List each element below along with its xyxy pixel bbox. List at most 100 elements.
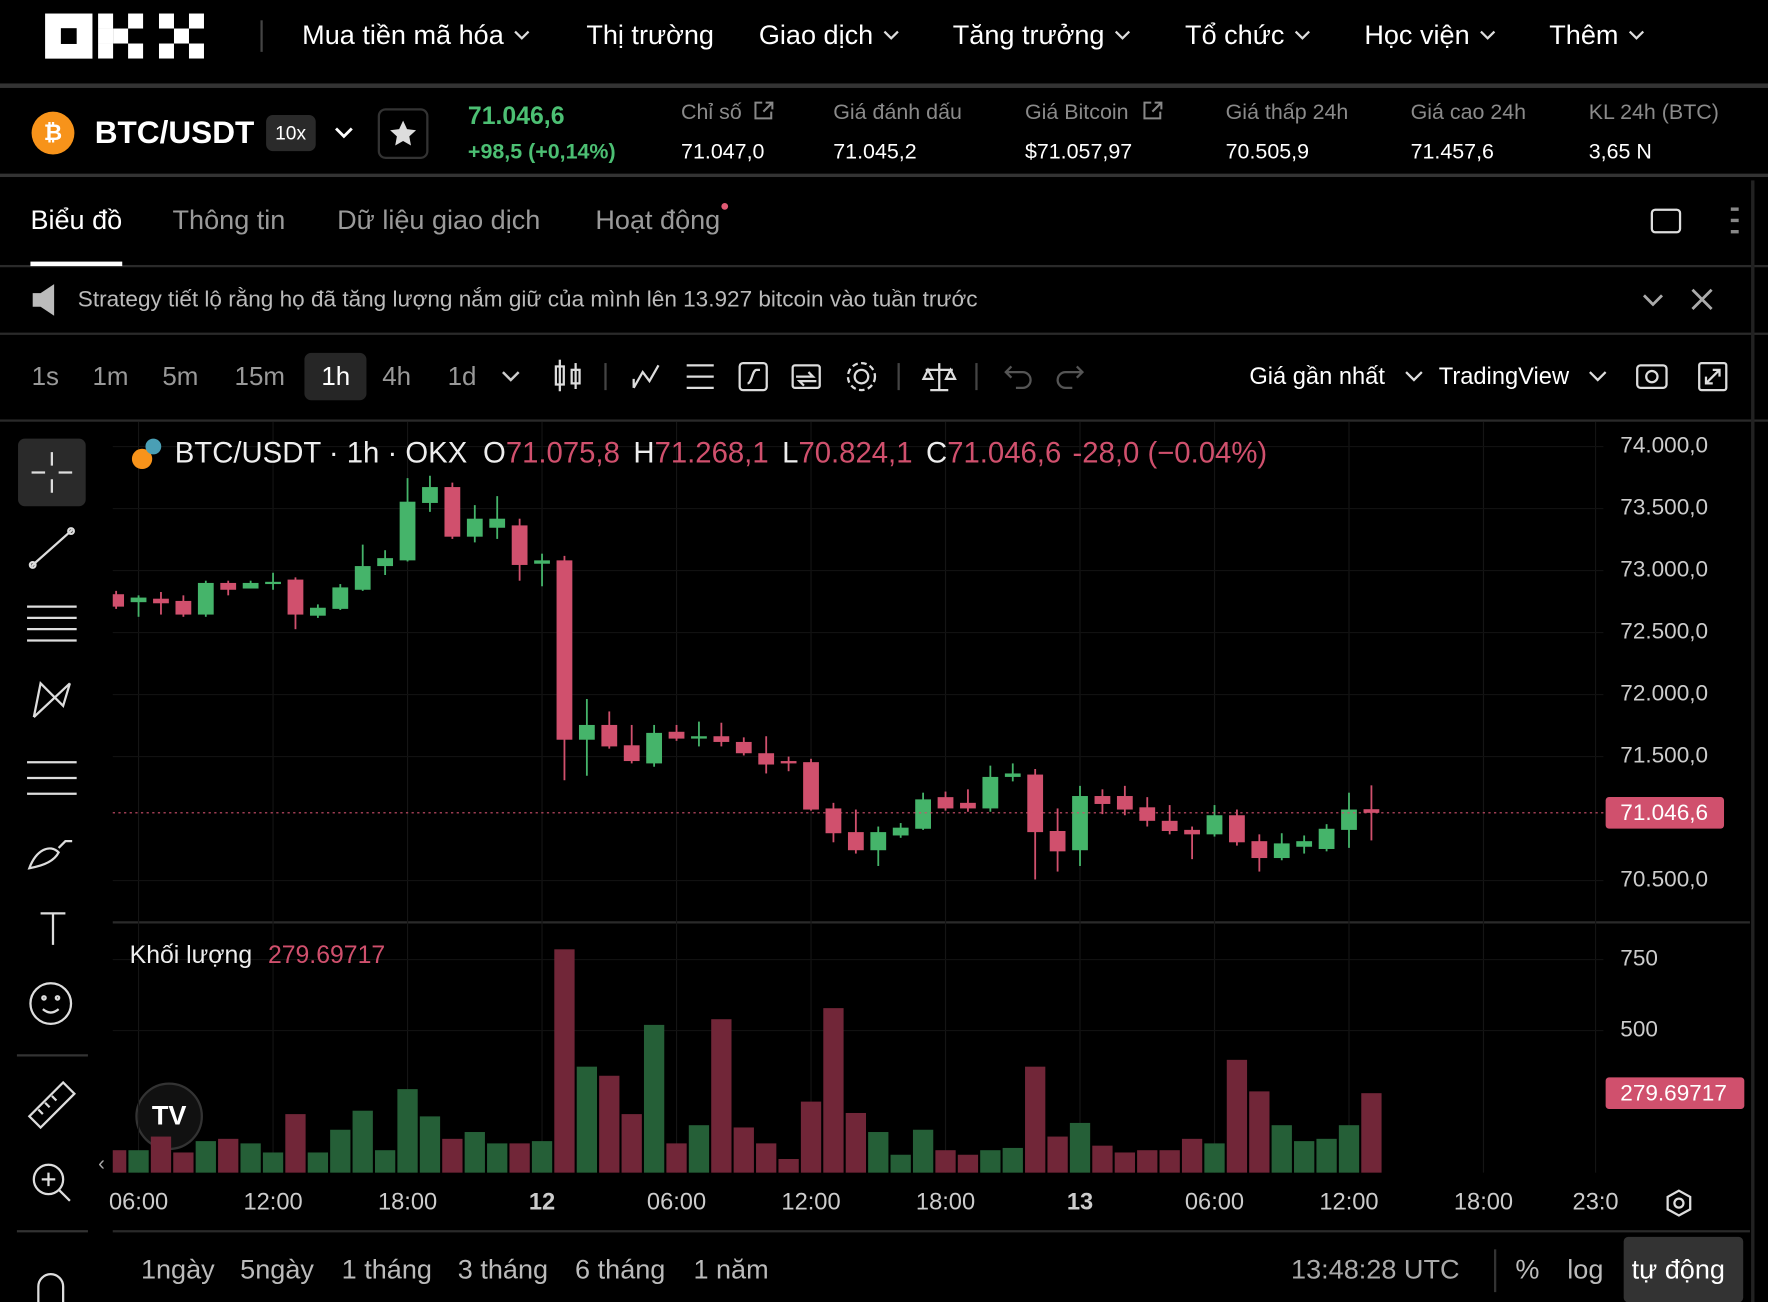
interval[interactable]: 1s [31,361,59,391]
candle-body [466,518,483,537]
volume-bar [666,1143,687,1173]
volume-bar [621,1114,642,1173]
tab[interactable]: Hoạt động [595,205,721,236]
price-source[interactable]: Giá gần nhất [1249,363,1385,390]
nav-item[interactable]: Mua tiền mã hóa [302,20,504,51]
volume-bar [576,1066,598,1173]
range-button[interactable]: 5ngày [240,1254,314,1286]
interval[interactable]: 1d [447,361,477,391]
volume-bar [1204,1143,1225,1173]
leverage-badge[interactable] [266,115,316,152]
layout-button[interactable] [1650,208,1682,234]
volume-bar [330,1129,351,1173]
volume-bar [868,1132,889,1173]
volume-last-box [1605,1077,1745,1109]
drawing-tools-part [29,982,73,1025]
range-button[interactable]: 1 năm [693,1254,769,1286]
chart-tools-part [853,368,870,385]
volume-bar [778,1159,799,1173]
y-tick-label: 72.000,0 [1620,681,1708,706]
chart-engine[interactable]: TradingView [1438,363,1570,390]
volume-bar [599,1075,620,1173]
legend-text: C [926,436,947,469]
range-button[interactable]: 1 tháng [341,1254,432,1286]
divider [0,83,1768,88]
stat-label: Giá thấp 24h [1225,100,1349,125]
candle-body [1273,843,1290,859]
close-button[interactable] [1691,288,1713,310]
volume-bar [240,1143,261,1173]
decoration [18,438,86,507]
nav-item[interactable]: Tăng trưởng [952,20,1105,51]
settings-button[interactable] [1666,1189,1692,1217]
divider [0,419,1768,422]
decoration [1751,180,1755,1302]
range-button[interactable]: 3 tháng [457,1254,549,1286]
tab[interactable]: Biểu đồ [30,205,123,236]
volume-bar [1226,1059,1248,1173]
nav-item[interactable]: Giao dịch [758,20,874,51]
decoration [1673,1197,1685,1209]
announcement[interactable]: Strategy tiết lộ rằng họ đã tăng lượng n… [77,287,978,313]
candle-body [1004,773,1021,777]
leverage[interactable]: 10x [275,122,307,144]
nav-item[interactable]: Thêm [1549,20,1619,51]
nav-item[interactable]: Thị trường [586,20,714,51]
chart-tools-part [1056,365,1085,390]
candle-body [1027,774,1044,833]
range-button[interactable]: 6 tháng [575,1254,666,1286]
volume-bar [756,1143,777,1173]
chart-title: BTC/USDT · 1h · OKX O71.075,8 H71.268,1 L70… [175,436,1267,469]
stat-label: Chỉ số [681,100,742,125]
interval[interactable]: 1m [92,361,129,391]
legend-text: 71.046,6 [947,436,1061,469]
interval[interactable]: 1h [321,361,351,391]
logo-part [188,43,204,59]
x-tick-label: 12 [529,1189,555,1215]
volume-bar [800,1101,822,1173]
drawing-tools[interactable] [27,452,77,1302]
tradingview-logo[interactable]: TV [135,1082,203,1151]
expand-button[interactable] [1642,294,1664,307]
legend-text: BTC/USDT · 1h · OKX [175,436,467,469]
chart-tools[interactable] [554,359,1728,392]
drawing-tools-part [37,1273,65,1302]
auto-toggle[interactable]: tự động [1631,1254,1725,1286]
interval[interactable]: 4h [382,361,412,391]
drawing-tools-part [54,995,61,1001]
tab[interactable]: Dữ liệu giao dịch [337,205,541,236]
pair[interactable]: BTC/USDT [94,115,255,150]
nav-item[interactable]: Tổ chức [1185,20,1285,51]
logo-part [128,43,144,59]
candle-body [242,582,259,589]
logo-part [188,13,204,29]
favorite-button[interactable] [377,108,429,159]
candle-body [556,560,573,740]
interval[interactable]: 5m [162,361,199,391]
nav-item[interactable]: Học viện [1364,20,1470,51]
percent-toggle[interactable]: % [1515,1254,1540,1286]
y-tick-label: 73.000,0 [1620,556,1708,581]
y-tick-label: 73.500,0 [1620,494,1708,519]
last-price-box [1605,797,1725,829]
interval[interactable]: 15m [234,361,285,391]
x-tick-label: 13 [1067,1189,1093,1215]
logo-part [60,28,77,44]
volume-bar [1294,1141,1315,1173]
more-button[interactable] [1730,207,1739,234]
clock: 13:48:28 UTC [1291,1254,1460,1286]
candle-body [870,832,887,851]
candle-body [197,582,214,615]
drawing-tools-part [41,1172,71,1202]
log-toggle[interactable]: log [1567,1254,1604,1286]
volume-bar [352,1110,373,1173]
speaker-icon [32,284,55,316]
tab[interactable]: Thông tin [172,205,286,236]
stat-label: Giá cao 24h [1410,100,1527,125]
more-button-part [1730,218,1739,223]
logo[interactable] [45,13,204,59]
range-button[interactable]: 1ngày [140,1254,215,1286]
drawing-tools-part [67,527,75,536]
volume-bar [1181,1138,1203,1173]
